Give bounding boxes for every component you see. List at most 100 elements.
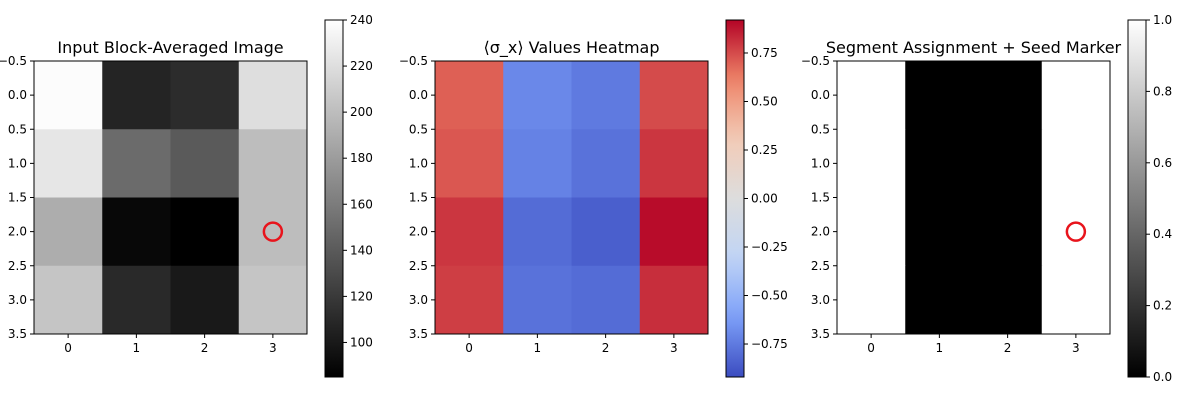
y-tick-label: 0.5 (8, 122, 27, 136)
y-tick-label: 3.0 (409, 293, 428, 307)
colorbar-tick-label: 120 (350, 289, 373, 303)
heatmap-cell (503, 197, 572, 267)
heatmap-cell (571, 129, 641, 198)
colorbar-tick-label: 0.2 (1153, 299, 1172, 313)
y-tick-label: 0.0 (811, 88, 830, 102)
heatmap-cell (170, 61, 240, 130)
heatmap-cell (102, 265, 171, 335)
chart-title: Segment Assignment + Seed Marker (826, 38, 1122, 57)
y-tick-label: 0.0 (8, 88, 27, 102)
colorbar-tick-label: 0.0 (1153, 370, 1172, 384)
heatmap-cell (571, 197, 641, 267)
y-tick-label: −0.5 (801, 54, 830, 68)
heatmap-cell (503, 129, 572, 198)
heatmap-cell (238, 197, 308, 267)
y-tick-label: −0.5 (399, 54, 428, 68)
y-tick-label: 2.5 (811, 259, 830, 273)
heatmap-cell (435, 129, 504, 198)
heatmap-cell (102, 61, 171, 130)
y-tick-label: 3.5 (8, 327, 27, 341)
heatmap-cell (34, 265, 103, 335)
heatmap-cell (571, 61, 641, 130)
colorbar-tick-label: 160 (350, 197, 373, 211)
colorbar-tick-label: 140 (350, 243, 373, 257)
y-tick-label: 0.5 (409, 122, 428, 136)
heatmap-cell (973, 129, 1043, 198)
colorbar-tick-label: 0.25 (751, 143, 778, 157)
colorbar-tick-label: 180 (350, 151, 373, 165)
heatmap-cell (1041, 197, 1111, 267)
heatmap-cell (170, 197, 240, 267)
y-tick-label: 1.5 (409, 191, 428, 205)
heatmap-cell (34, 197, 103, 267)
heatmap-cell (1041, 129, 1111, 198)
panel-3: Segment Assignment + Seed Marker 0 1 2 3 −0.5… (801, 13, 1172, 384)
colorbar-tick-label: 0.6 (1153, 156, 1172, 170)
x-tick-label: 2 (1004, 341, 1012, 355)
chart-title: ⟨σ_x⟩ Values Heatmap (483, 38, 659, 58)
colorbar-tick-label: −0.50 (751, 289, 788, 303)
x-tick-label: 0 (867, 341, 875, 355)
y-tick-label: 2.0 (8, 225, 27, 239)
y-tick-label: 2.5 (409, 259, 428, 273)
x-tick-label: 3 (670, 341, 678, 355)
heatmap-cell (571, 265, 641, 335)
x-tick-label: 1 (133, 341, 141, 355)
colorbar-tick-label: 200 (350, 105, 373, 119)
y-tick-label: 0.5 (811, 122, 830, 136)
heatmap-cell (238, 265, 308, 335)
colorbar-tick-label: 240 (350, 13, 373, 27)
heatmap-cell (973, 265, 1043, 335)
seed-marker (262, 221, 284, 242)
y-tick-label: 3.5 (811, 327, 830, 341)
colorbar (725, 19, 745, 378)
colorbar-tick-label: −0.75 (751, 337, 788, 351)
panel-1: Input Block-Averaged Image 0 1 2 3 −0.5 0.0 0.5… (0, 13, 373, 378)
heatmap-cell (435, 197, 504, 267)
colorbar (324, 19, 344, 378)
heatmap-cell (34, 129, 103, 198)
y-tick-label: 2.0 (409, 225, 428, 239)
x-tick-label: 2 (602, 341, 610, 355)
heatmap-cell (837, 129, 906, 198)
colorbar-tick-label: 0.8 (1153, 84, 1172, 98)
chart-title: Input Block-Averaged Image (57, 38, 283, 57)
colorbar-tick-label: 0.75 (751, 46, 778, 60)
y-tick-label: 1.5 (811, 191, 830, 205)
colorbar-tick-label: 0.4 (1153, 227, 1172, 241)
x-tick-label: 2 (201, 341, 209, 355)
heatmap-cell (1041, 61, 1111, 130)
heatmap-cell (102, 129, 171, 198)
heatmap-cell (639, 129, 709, 198)
heatmap-cell (34, 61, 103, 130)
heatmap-cell (973, 197, 1043, 267)
x-tick-label: 3 (269, 341, 277, 355)
colorbar-tick-label: 0.00 (751, 192, 778, 206)
heatmap-cell (905, 129, 974, 198)
heatmap-cell (102, 197, 171, 267)
colorbar-tick-label: 220 (350, 59, 373, 73)
y-tick-label: 1.0 (811, 156, 830, 170)
heatmap-cell (973, 61, 1043, 130)
y-tick-label: 3.5 (409, 327, 428, 341)
x-tick-label: 0 (465, 341, 473, 355)
heatmap-cell (503, 61, 572, 130)
y-tick-label: 0.0 (409, 88, 428, 102)
x-tick-label: 1 (936, 341, 944, 355)
heatmap-cell (639, 61, 709, 130)
y-tick-label: 1.0 (409, 156, 428, 170)
heatmap-cell (905, 197, 974, 267)
panel-2: ⟨σ_x⟩ Values Heatmap 0 1 2 3 −0.5 0.0 0.5 1.0 1.5… (399, 19, 788, 378)
x-tick-label: 0 (64, 341, 72, 355)
heatmap-cell (905, 265, 974, 335)
seed-marker (1065, 221, 1087, 242)
colorbar-tick-label: −0.25 (751, 240, 788, 254)
y-tick-label: 3.0 (8, 293, 27, 307)
heatmap-cell (905, 61, 974, 130)
heatmap-cell (503, 265, 572, 335)
x-tick-label: 1 (534, 341, 542, 355)
heatmap-cell (837, 61, 906, 130)
heatmap-cell (639, 265, 709, 335)
heatmap-cell (170, 129, 240, 198)
heatmap-cell (639, 197, 709, 267)
